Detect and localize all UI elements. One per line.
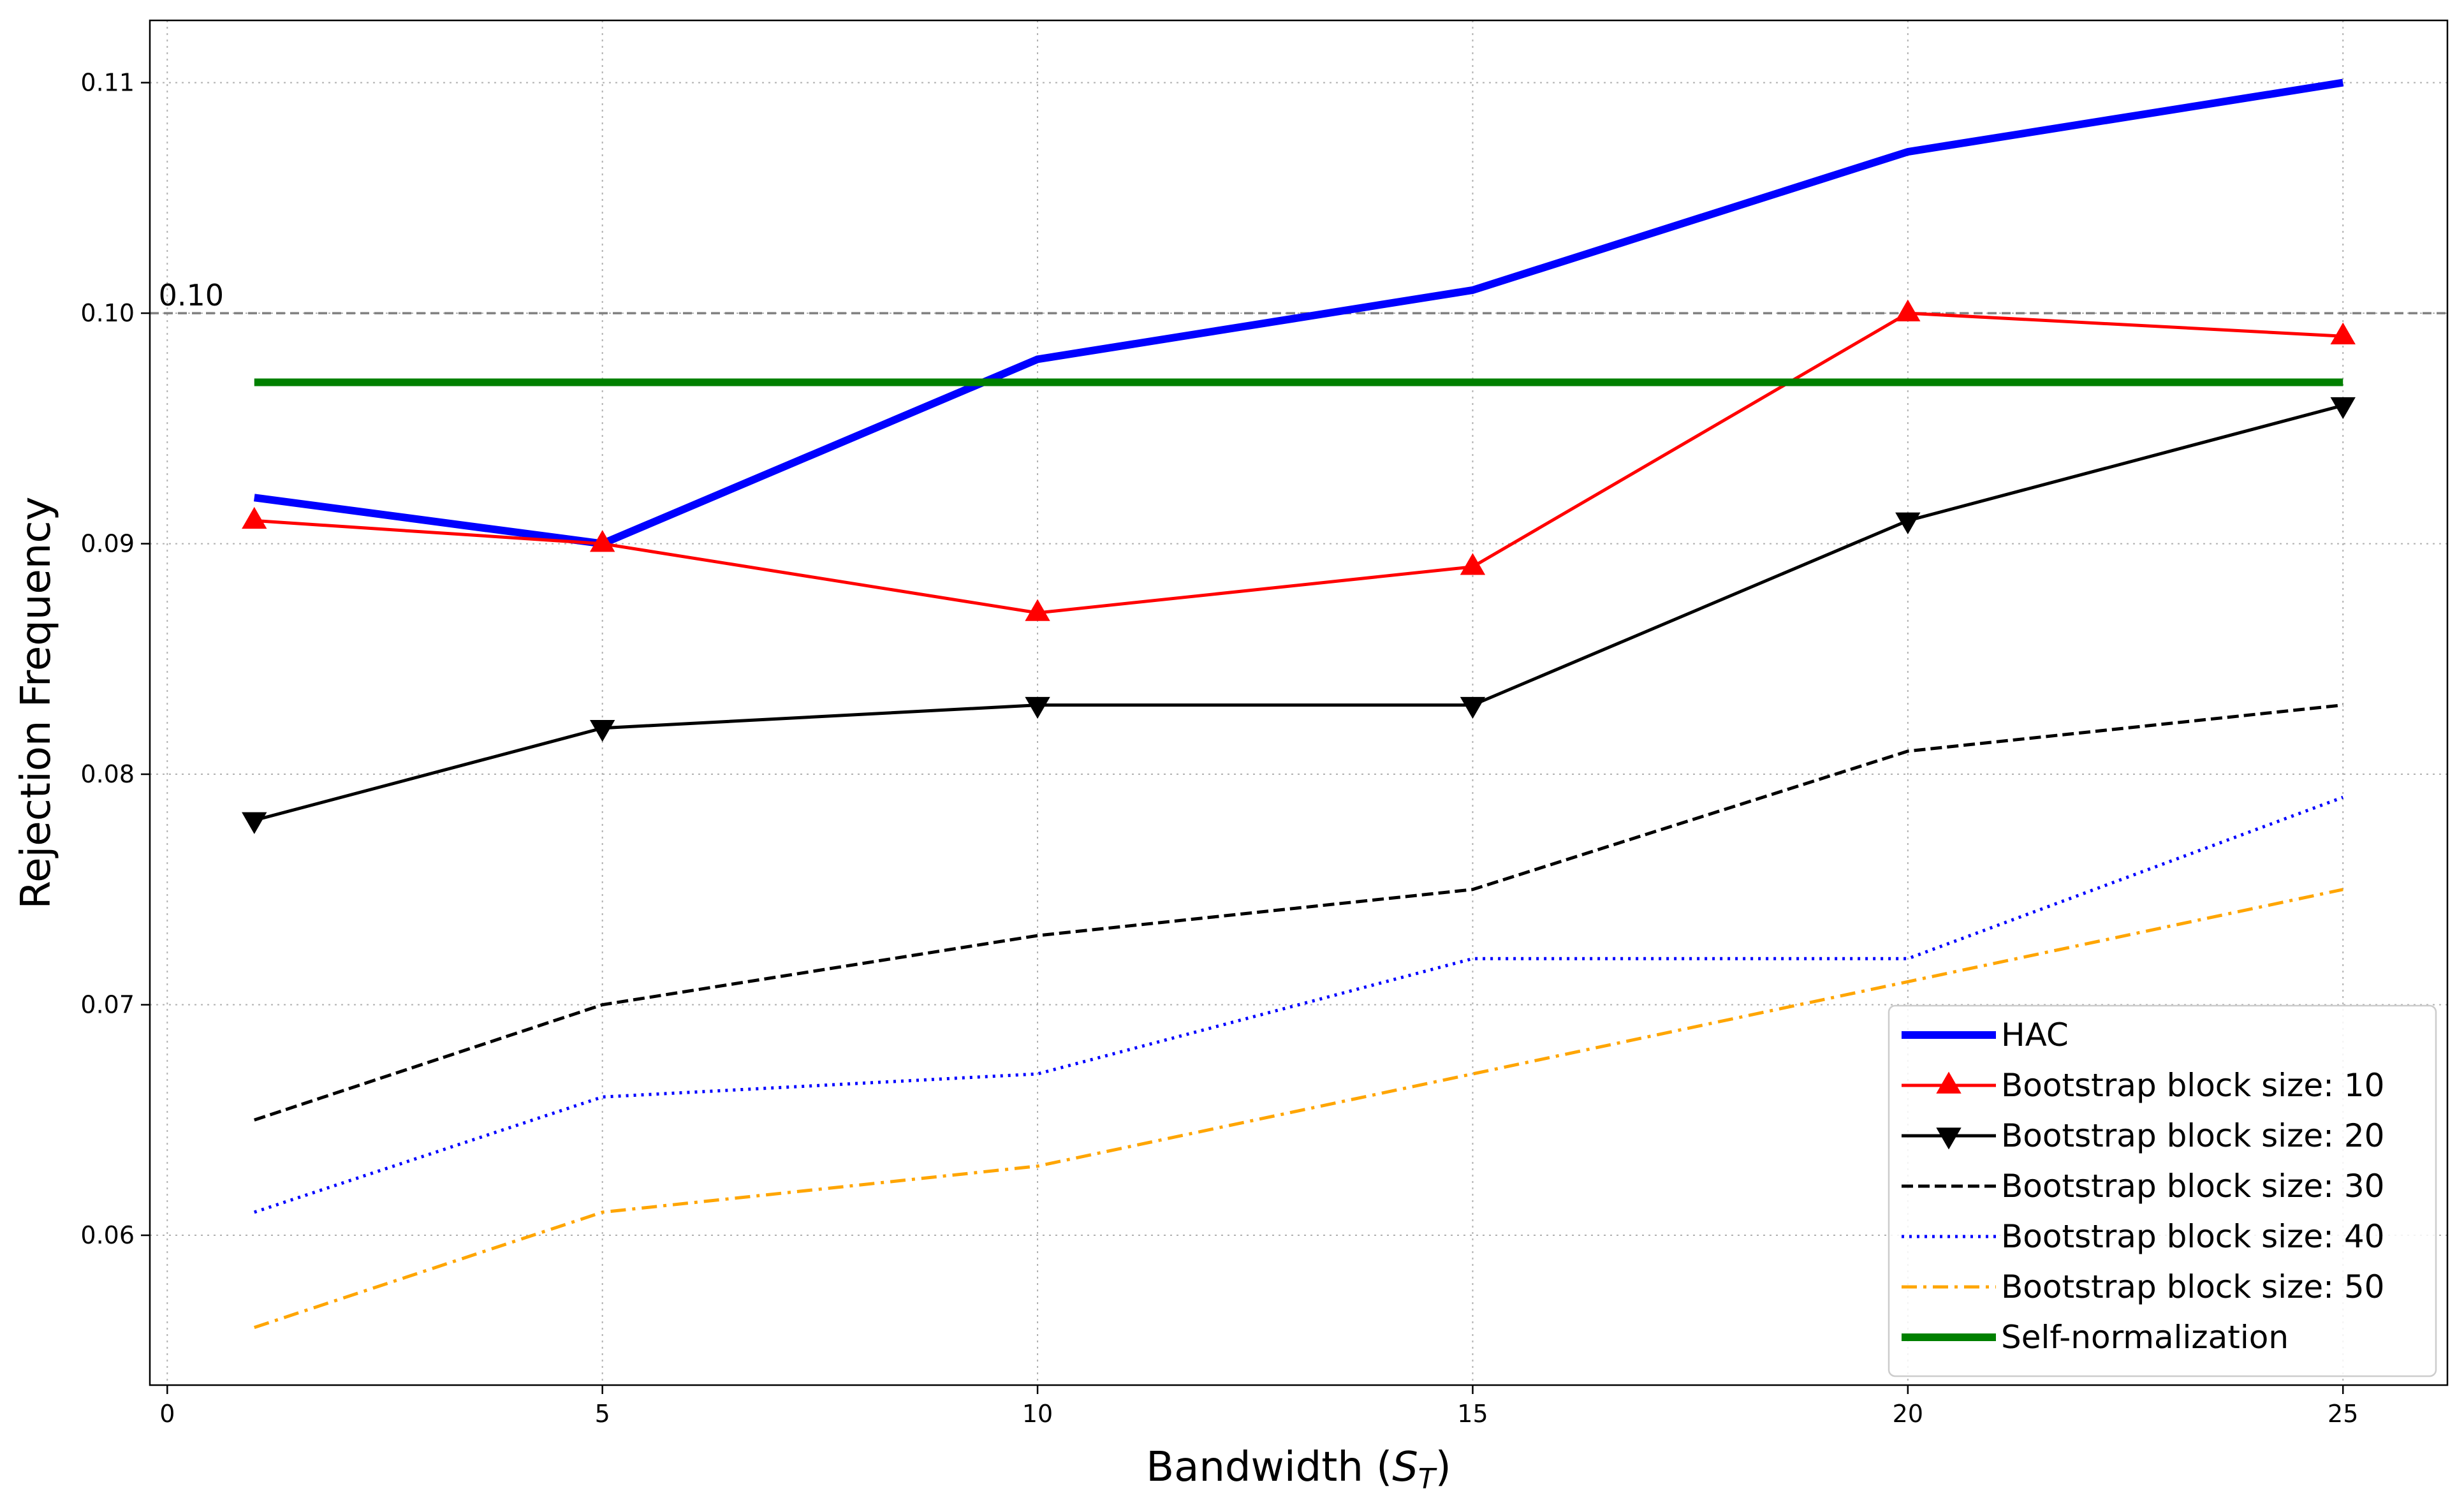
series-2 xyxy=(242,299,2356,621)
x-tick-label: 5 xyxy=(595,1400,610,1428)
legend-label: Self-normalization xyxy=(2001,1319,2289,1356)
data-point xyxy=(2330,322,2356,344)
series-4 xyxy=(253,703,2343,1122)
legend-entry: Bootstrap block size: 50 xyxy=(1902,1268,2384,1305)
x-axis-title-main: Bandwidth ( xyxy=(1146,1444,1392,1491)
series-line xyxy=(254,404,2343,822)
data-point xyxy=(242,506,267,529)
data-point xyxy=(1895,512,1921,534)
legend-box xyxy=(1888,1004,2437,1377)
data-point xyxy=(1460,696,1486,719)
data-point xyxy=(2330,397,2356,420)
x-axis-title: Bandwidth (ST) xyxy=(1146,1444,1451,1495)
data-point xyxy=(242,812,267,834)
x-axis-title-symbol: S xyxy=(1392,1444,1418,1491)
x-tick-label: 15 xyxy=(1457,1400,1488,1428)
legend-label: HAC xyxy=(2001,1017,2069,1054)
plot-frame xyxy=(149,19,2449,1386)
series-line xyxy=(253,795,2344,1214)
data-point xyxy=(589,530,615,552)
y-axis-title: Rejection Frequency xyxy=(13,497,60,909)
legend-label: Bootstrap block size: 10 xyxy=(2001,1067,2384,1104)
x-tick-label: 25 xyxy=(2328,1400,2358,1428)
x-tick-label: 10 xyxy=(1022,1400,1053,1428)
legend-label: Bootstrap block size: 30 xyxy=(2001,1168,2384,1205)
legend-entry: Self-normalization xyxy=(1902,1319,2289,1356)
series-6 xyxy=(253,888,2343,1330)
reference-line-label: 0.10 xyxy=(159,278,224,312)
legend-entry: HAC xyxy=(1902,1017,2069,1054)
series-line xyxy=(254,311,2343,615)
axes: 0 5 10 15 20 25 0.06 0.07 0.08 0.09 0.10 0.11 xyxy=(80,69,2358,1428)
series-line xyxy=(253,78,2344,548)
legend-entry: Bootstrap block size: 10 xyxy=(1902,1067,2384,1104)
x-tick-label: 20 xyxy=(1893,1400,1923,1428)
data-point xyxy=(1025,599,1050,621)
legend-marker xyxy=(1936,1071,1962,1094)
series-line xyxy=(253,703,2343,1122)
x-tick-label: 0 xyxy=(159,1400,175,1428)
y-tick-label: 0.09 xyxy=(80,530,135,558)
series-5 xyxy=(253,795,2344,1214)
data-point xyxy=(1025,696,1050,719)
legend-entry: Bootstrap block size: 40 xyxy=(1902,1218,2384,1255)
series-3 xyxy=(242,397,2356,834)
data-point xyxy=(1895,299,1921,321)
data-point xyxy=(1460,553,1486,575)
legend: HAC Bootstrap block size: 10 Bootstrap blo… xyxy=(1888,1004,2437,1377)
x-axis-title-close: ) xyxy=(1435,1444,1451,1491)
reference-line-group: 0.10 xyxy=(150,278,2447,314)
series-line xyxy=(253,888,2343,1330)
series-group xyxy=(242,78,2356,1330)
series-1 xyxy=(253,78,2344,548)
data-point xyxy=(589,720,615,742)
legend-marker xyxy=(1936,1127,1962,1150)
legend-label: Bootstrap block size: 20 xyxy=(2001,1117,2384,1154)
x-axis-title-subscript: T xyxy=(1418,1463,1437,1495)
y-tick-label: 0.08 xyxy=(80,760,135,788)
y-tick-label: 0.07 xyxy=(80,991,135,1019)
y-tick-label: 0.11 xyxy=(80,69,135,97)
legend-label: Bootstrap block size: 50 xyxy=(2001,1268,2384,1305)
y-tick-label: 0.06 xyxy=(80,1221,135,1249)
legend-entry: Bootstrap block size: 30 xyxy=(1902,1168,2384,1205)
legend-label: Bootstrap block size: 40 xyxy=(2001,1218,2384,1255)
legend-entry: Bootstrap block size: 20 xyxy=(1902,1117,2384,1154)
y-tick-label: 0.10 xyxy=(80,299,135,327)
